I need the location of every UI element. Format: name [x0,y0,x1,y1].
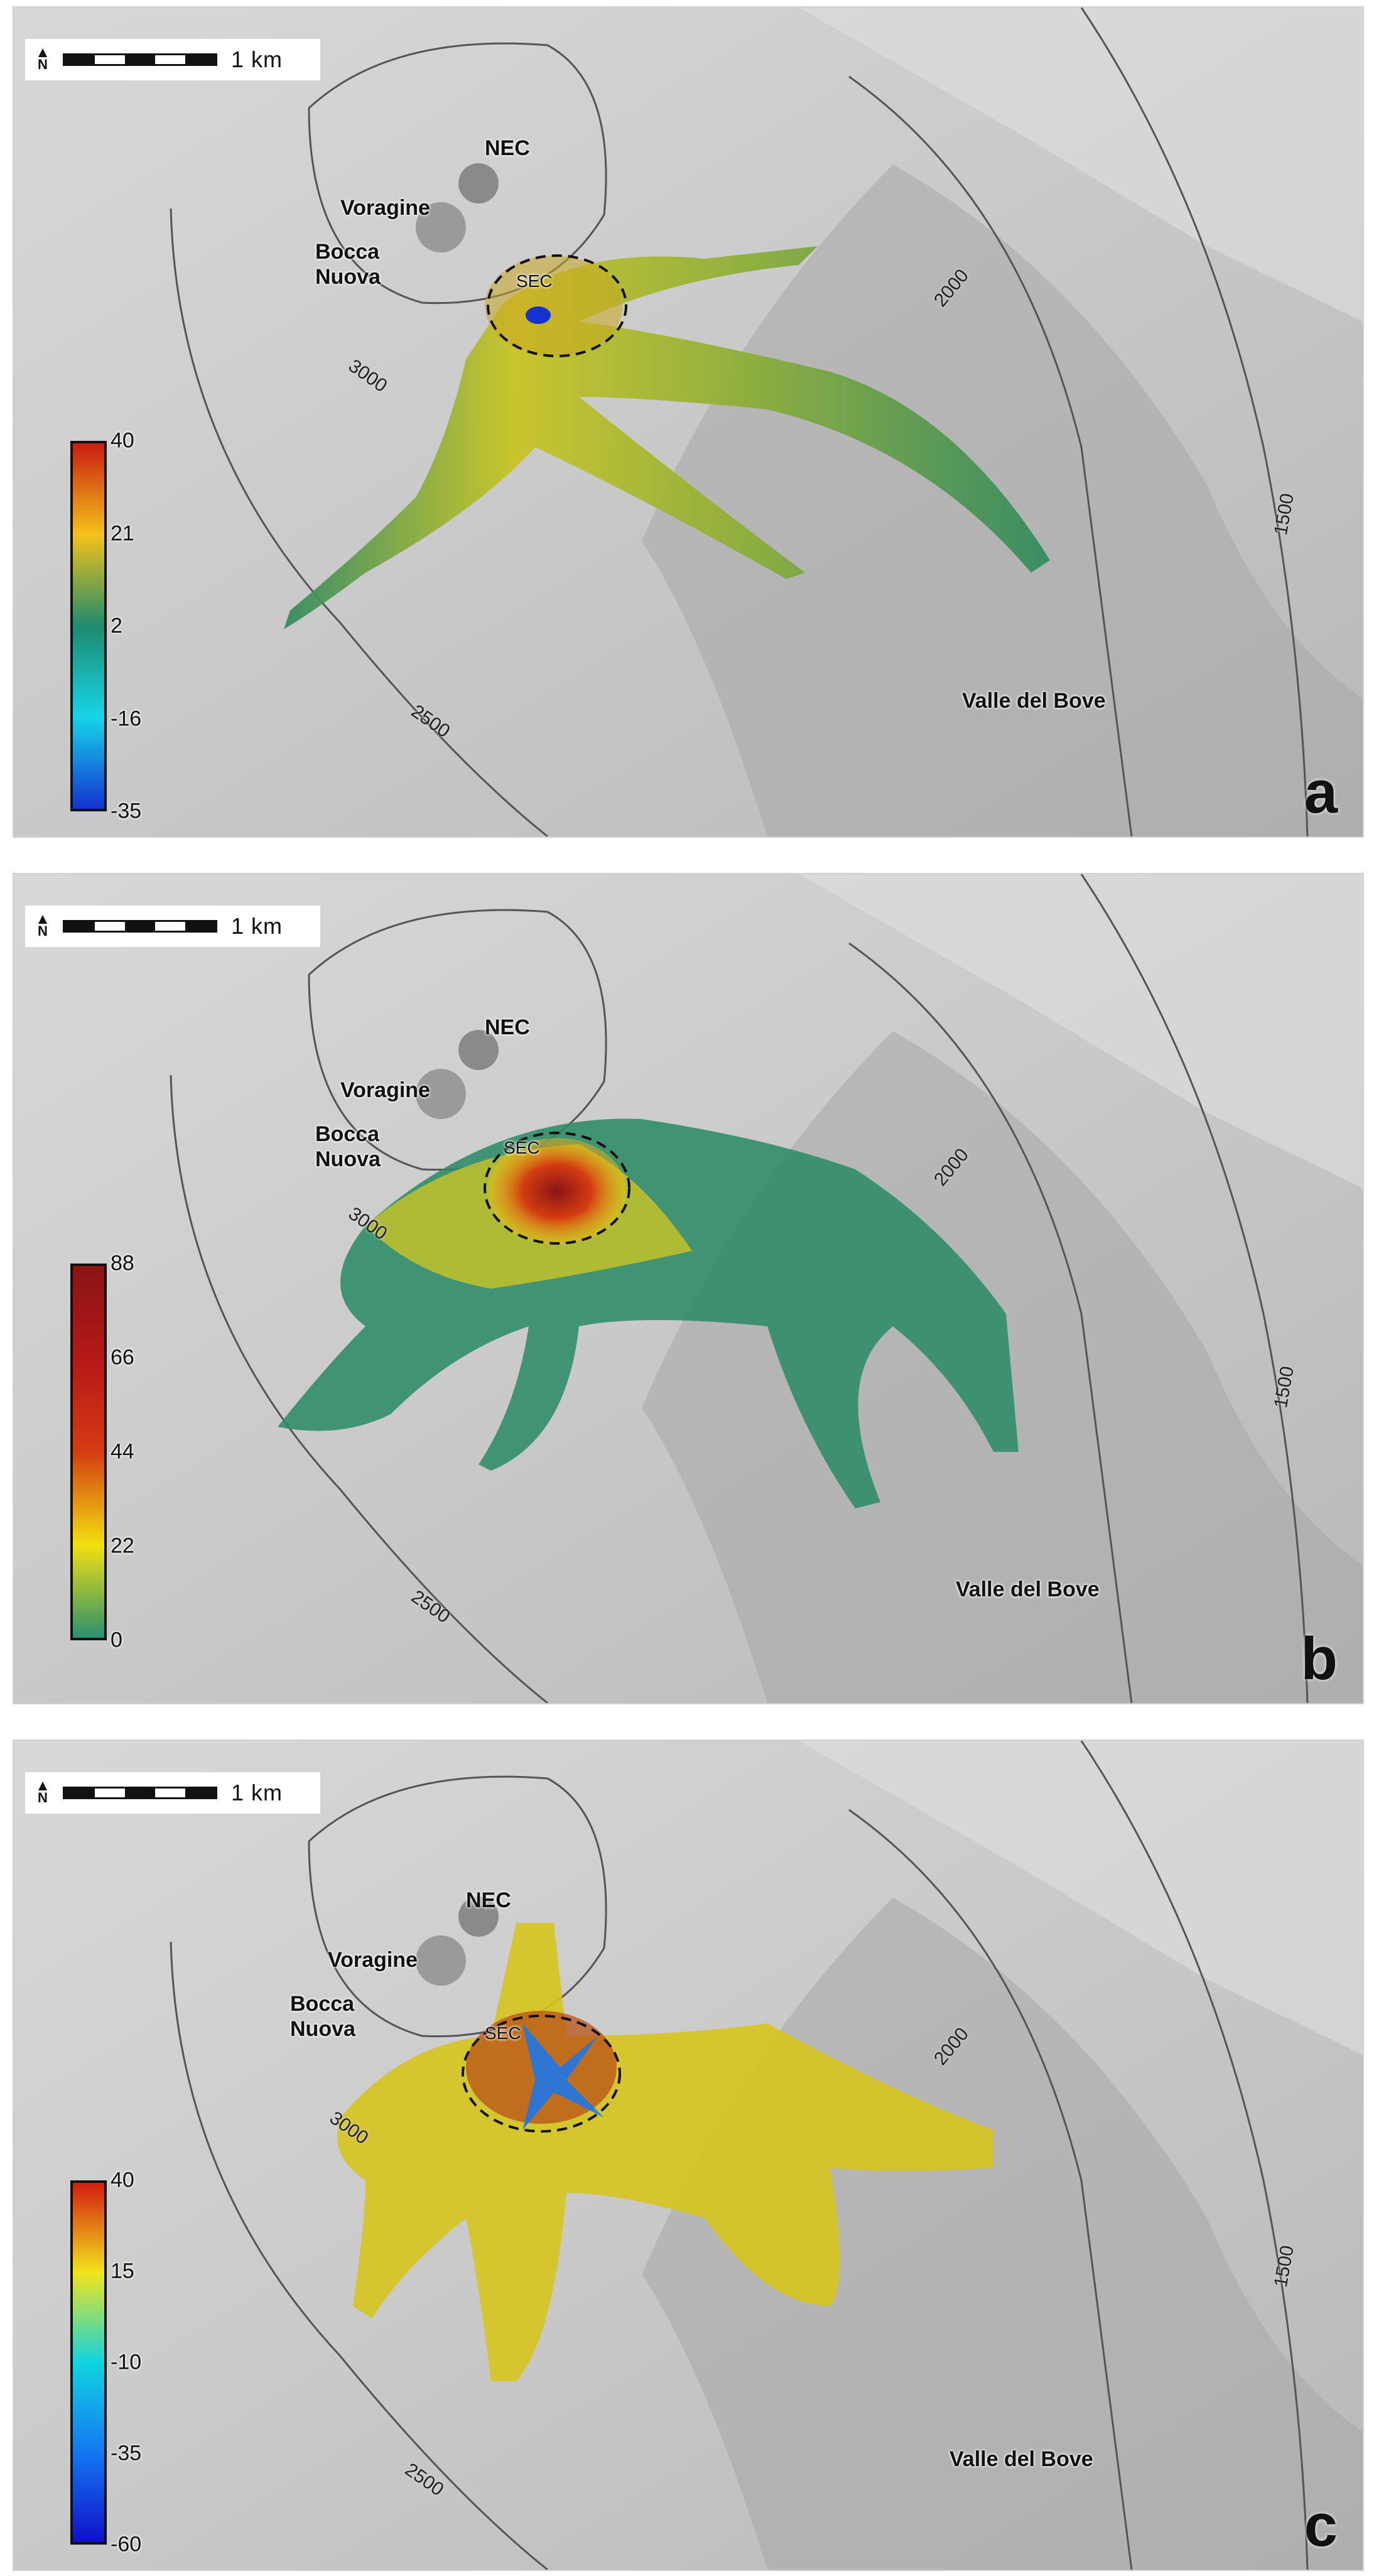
north-arrow-icon: N [31,42,54,77]
scale-bar-c: N 1 km [25,1772,320,1814]
map-panel-a: N 1 km NEC Voragine Bocca Nuova SEC Vall… [13,6,1364,838]
legend-tick: 21 [111,521,134,545]
label-sec: SEC [485,2023,521,2043]
scale-bar-a: N 1 km [25,39,320,80]
hillshade-map-b [14,874,1363,1703]
legend-tick: -60 [111,2532,142,2557]
label-bocca: Bocca [315,1122,380,1146]
legend-tick: -16 [111,706,142,730]
legend-ramp-c [70,2180,107,2545]
legend-tick: 88 [111,1251,134,1275]
hillshade-map-c [14,1741,1363,2570]
north-arrow-icon: N [31,1775,54,1810]
north-arrow-icon: N [31,909,54,944]
label-sec: SEC [516,271,553,291]
label-bocca: Bocca [315,240,380,264]
scale-bar-graphic [63,53,217,66]
scale-bar-label: 1 km [231,913,283,939]
legend-tick: -10 [111,2350,142,2374]
legend-tick: 40 [111,428,134,453]
scale-bar-label: 1 km [231,1780,283,1805]
label-voragine: Voragine [328,1948,418,1972]
legend-tick: -35 [111,2441,142,2465]
scale-bar-b: N 1 km [25,906,320,947]
label-valle-del-bove: Valle del Bove [949,2447,1093,2471]
panel-letter-b: b [1301,1625,1338,1692]
label-nec: NEC [466,1888,511,1912]
legend-tick: 0 [111,1628,122,1652]
label-nuova: Nuova [315,265,381,289]
label-nec: NEC [485,136,530,160]
map-panel-c: N 1 km NEC Voragine Bocca Nuova SEC Vall… [13,1740,1364,2571]
color-legend-b: 88 66 44 22 0 [70,1252,180,1652]
scale-bar-graphic [63,1787,217,1799]
label-valle-del-bove: Valle del Bove [956,1578,1100,1601]
legend-tick: 2 [111,614,122,638]
legend-tick: 44 [111,1439,134,1464]
legend-tick: 22 [111,1534,134,1558]
hillshade-map-a [14,8,1363,836]
scale-bar-label: 1 km [231,46,283,72]
label-nec: NEC [485,1015,530,1039]
scale-bar-graphic [63,920,217,933]
legend-tick: -35 [111,799,142,823]
label-sec: SEC [504,1138,540,1157]
legend-tick: 15 [111,2259,134,2283]
map-panel-b: N 1 km NEC Voragine Bocca Nuova SEC Vall… [13,873,1364,1704]
legend-tick: 40 [111,2168,134,2192]
label-bocca: Bocca [290,1992,355,2016]
legend-ramp-a [70,441,107,811]
label-voragine: Voragine [340,1078,430,1102]
label-nuova: Nuova [315,1147,381,1171]
label-nuova: Nuova [290,2017,355,2041]
color-legend-a: 40 21 2 -16 -35 [70,429,180,823]
panel-letter-c: c [1304,2492,1338,2559]
panel-letter-a: a [1304,759,1338,826]
legend-tick: 66 [111,1345,134,1370]
label-valle-del-bove: Valle del Bove [962,689,1106,713]
label-voragine: Voragine [340,196,430,220]
legend-ramp-b [70,1264,107,1640]
color-legend-c: 40 15 -10 -35 -60 [70,2168,180,2557]
